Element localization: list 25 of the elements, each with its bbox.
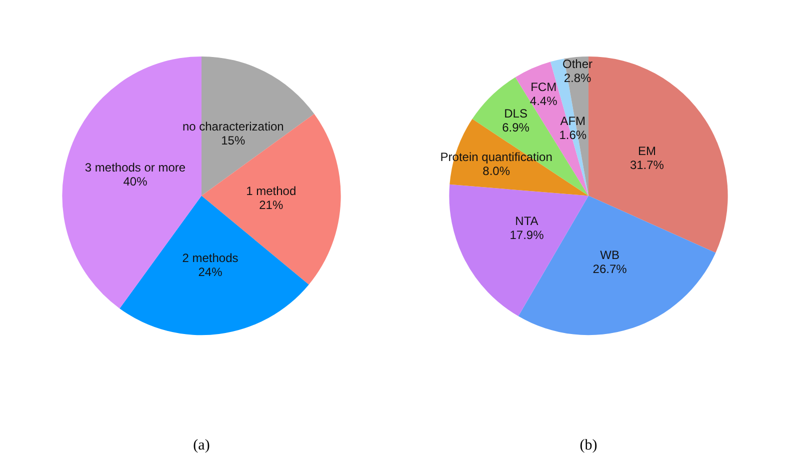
data-label: 2.8% — [564, 70, 592, 85]
data-label: 24% — [198, 264, 223, 279]
slice-label: no characterization — [182, 120, 284, 134]
slice-label: 1 method — [246, 184, 296, 198]
slice-label: 2 methods — [182, 250, 238, 265]
data-label: 17.9% — [510, 228, 544, 242]
text: (b) — [580, 438, 598, 454]
data-label: 26.7% — [592, 262, 628, 276]
data-label: 21% — [259, 198, 284, 212]
data-label: 8.0% — [482, 164, 510, 178]
slice-label: EM — [638, 144, 656, 158]
data-label: 6.9% — [502, 120, 530, 135]
data-label: 1.6% — [559, 128, 587, 142]
data-label: 31.7% — [630, 158, 664, 172]
data-label: 4.4% — [530, 94, 558, 108]
slice-label: WB — [600, 248, 620, 262]
slice-label: NTA — [515, 214, 538, 228]
data-label: 15% — [221, 134, 246, 148]
data-label: 40% — [123, 174, 148, 188]
slice-label: FCM — [530, 80, 557, 94]
text: (a) — [193, 438, 210, 454]
slice-label: AFM — [560, 114, 586, 128]
slice-label: 3 methods or more — [84, 160, 186, 174]
slice-label: Other — [562, 56, 592, 71]
slice-label: DLS — [504, 106, 528, 121]
